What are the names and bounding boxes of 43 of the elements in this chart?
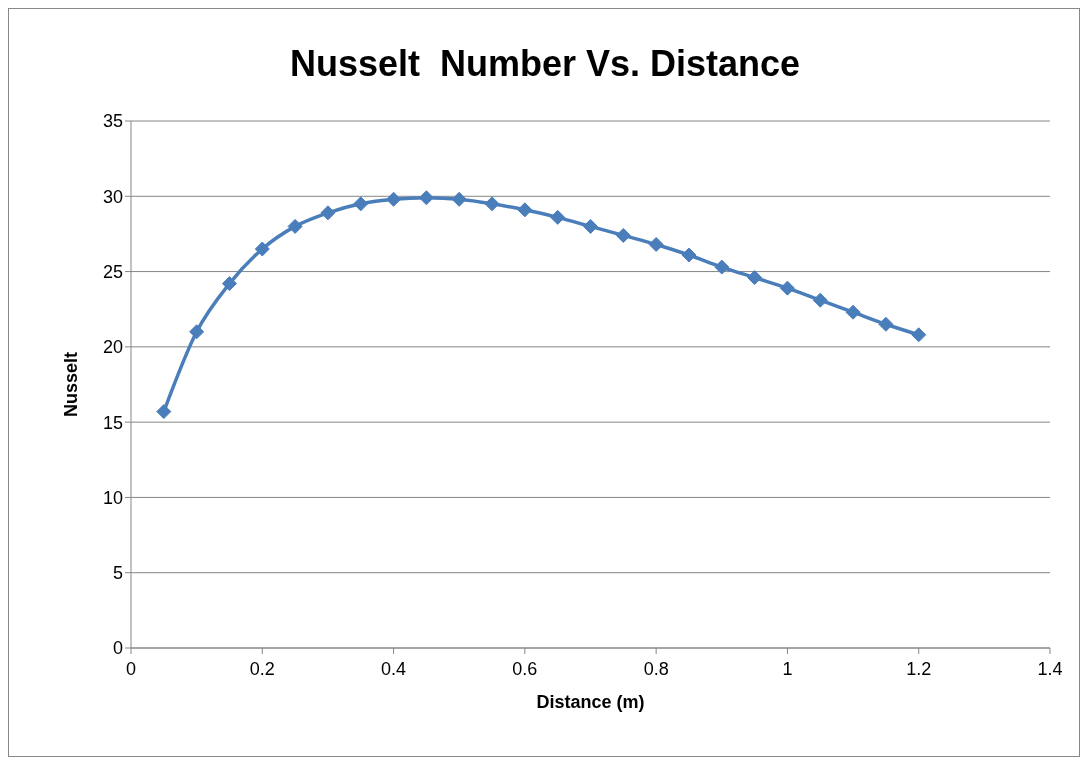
x-tick-label: 0.2 xyxy=(249,658,275,679)
y-tick-label: 25 xyxy=(102,261,123,282)
x-tick-label: 1.4 xyxy=(1037,658,1063,679)
point xyxy=(714,259,730,275)
y-tick-label: 5 xyxy=(112,563,123,584)
point xyxy=(189,324,205,340)
point xyxy=(845,304,861,320)
y-tick-label: 15 xyxy=(102,412,123,433)
point xyxy=(615,227,631,243)
point xyxy=(681,247,697,263)
y-tick-label: 30 xyxy=(102,186,123,207)
point xyxy=(254,241,270,257)
point xyxy=(517,202,533,218)
point xyxy=(747,270,763,286)
y-tick-label: 0 xyxy=(112,638,123,659)
point xyxy=(648,236,664,252)
x-tick-label: 1 xyxy=(782,658,793,679)
x-tick-label: 0.6 xyxy=(512,658,538,679)
chart-title: Nusselt Number Vs. Distance xyxy=(288,43,802,85)
point xyxy=(451,191,467,207)
y-tick-label: 20 xyxy=(102,337,123,358)
point xyxy=(287,218,303,234)
point xyxy=(484,196,500,212)
x-axis-title: Distance (m) xyxy=(536,692,645,712)
point xyxy=(583,218,598,234)
x-tick-label: 0 xyxy=(125,658,137,679)
point xyxy=(878,316,894,332)
point xyxy=(418,190,434,206)
y-tick-label: 10 xyxy=(102,487,123,508)
point xyxy=(812,292,828,308)
point xyxy=(353,196,369,212)
point xyxy=(386,191,402,207)
point xyxy=(156,404,172,420)
x-tick-label: 1.2 xyxy=(906,658,932,679)
x-tick-label: 0.4 xyxy=(381,658,407,679)
y-tick-label: 35 xyxy=(102,111,123,132)
point xyxy=(779,280,795,296)
point xyxy=(550,209,566,225)
point xyxy=(221,276,237,292)
point xyxy=(911,327,927,343)
x-tick-label: 0.8 xyxy=(643,658,669,679)
point xyxy=(320,205,336,221)
y-axis-title: Nusselt xyxy=(61,351,82,418)
